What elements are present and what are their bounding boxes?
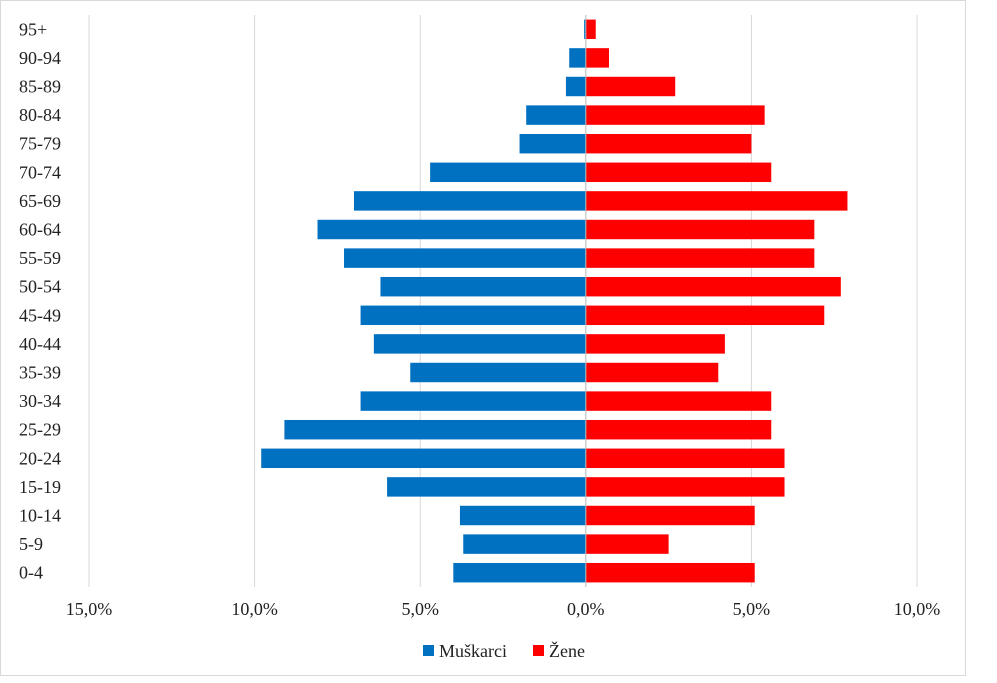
bar-muskarci-35-39 xyxy=(410,362,586,383)
bar-zene-20-24 xyxy=(585,448,785,469)
bar-muskarci-20-24 xyxy=(261,448,586,469)
bar-zene-60-64 xyxy=(585,219,815,240)
x-tick-label: 5,0% xyxy=(733,599,771,619)
category-label: 45-49 xyxy=(19,305,61,325)
category-label: 50-54 xyxy=(19,277,61,297)
category-label: 70-74 xyxy=(19,162,61,182)
category-label: 95+ xyxy=(19,19,47,39)
bar-zene-15-19 xyxy=(585,477,785,497)
bar-muskarci-30-34 xyxy=(360,391,586,411)
category-label: 25-29 xyxy=(19,420,61,440)
chart-frame: 95+ 90-94 85-89 80-84 75-79 70-74 65-69 60-64 55… xyxy=(0,0,966,676)
category-label: 75-79 xyxy=(19,134,61,154)
bar-zene-35-39 xyxy=(585,362,719,383)
bar-zene-45-49 xyxy=(585,305,825,326)
population-pyramid-chart: 95+ 90-94 85-89 80-84 75-79 70-74 65-69 60-64 55… xyxy=(19,15,941,661)
bar-muskarci-15-19 xyxy=(387,477,586,497)
bar-muskarci-0-4 xyxy=(453,562,586,583)
bar-zene-5-9 xyxy=(585,534,669,554)
bar-zene-30-34 xyxy=(585,391,772,411)
bar-muskarci-95+ xyxy=(584,19,586,40)
category-label: 15-19 xyxy=(19,477,61,497)
category-labels: 95+ 90-94 85-89 80-84 75-79 70-74 65-69 60-64 55… xyxy=(19,19,61,582)
x-tick-labels: 15,0% 10,0% 5,0% 0,0% 5,0% 10,0% xyxy=(66,599,941,619)
category-label: 90-94 xyxy=(19,48,61,68)
category-label: 10-14 xyxy=(19,506,61,526)
category-label: 55-59 xyxy=(19,248,61,268)
bar-zene-55-59 xyxy=(585,248,815,268)
x-tick-label: 10,0% xyxy=(894,599,941,619)
bar-muskarci-70-74 xyxy=(430,162,586,183)
legend-swatch-zene xyxy=(533,645,544,656)
bar-muskarci-80-84 xyxy=(526,105,586,125)
category-label: 0-4 xyxy=(19,563,43,583)
legend: Muškarci Žene xyxy=(423,640,585,661)
bar-muskarci-60-64 xyxy=(317,219,586,240)
category-label: 65-69 xyxy=(19,191,61,211)
x-tick-label: 10,0% xyxy=(231,599,278,619)
bar-zene-70-74 xyxy=(585,162,772,183)
bar-zene-95+ xyxy=(585,19,596,40)
bar-zene-50-54 xyxy=(585,276,841,297)
bar-muskarci-90-94 xyxy=(569,48,586,68)
x-tick-label: 15,0% xyxy=(66,599,113,619)
category-label: 80-84 xyxy=(19,105,61,125)
bar-muskarci-85-89 xyxy=(565,76,586,97)
bar-muskarci-50-54 xyxy=(380,276,586,297)
x-tick-label: 0,0% xyxy=(567,599,605,619)
legend-swatch-muskarci xyxy=(423,645,434,656)
grid-lines xyxy=(88,15,918,587)
bars xyxy=(261,19,848,583)
legend-label-zene: Žene xyxy=(549,640,585,661)
bar-muskarci-40-44 xyxy=(373,334,586,354)
bar-zene-0-4 xyxy=(585,562,755,583)
bar-zene-75-79 xyxy=(585,133,752,154)
category-label: 85-89 xyxy=(19,77,61,97)
bar-zene-90-94 xyxy=(585,48,609,68)
bar-zene-80-84 xyxy=(585,105,765,125)
bar-muskarci-5-9 xyxy=(463,534,586,554)
x-tick-label: 5,0% xyxy=(401,599,439,619)
bar-zene-85-89 xyxy=(585,76,676,97)
bar-muskarci-25-29 xyxy=(284,419,586,440)
bar-zene-25-29 xyxy=(585,419,772,440)
bar-muskarci-55-59 xyxy=(344,248,586,268)
category-label: 30-34 xyxy=(19,391,61,411)
legend-label-muskarci: Muškarci xyxy=(439,641,507,661)
category-label: 5-9 xyxy=(19,534,43,554)
bar-zene-40-44 xyxy=(585,334,725,354)
bar-zene-10-14 xyxy=(585,505,755,526)
bar-muskarci-45-49 xyxy=(360,305,586,326)
category-label: 20-24 xyxy=(19,448,61,468)
bar-muskarci-75-79 xyxy=(519,133,586,154)
bar-muskarci-10-14 xyxy=(459,505,586,526)
bar-muskarci-65-69 xyxy=(353,191,586,211)
category-label: 40-44 xyxy=(19,334,61,354)
category-label: 35-39 xyxy=(19,363,61,383)
bar-zene-65-69 xyxy=(585,191,848,211)
category-label: 60-64 xyxy=(19,220,61,240)
